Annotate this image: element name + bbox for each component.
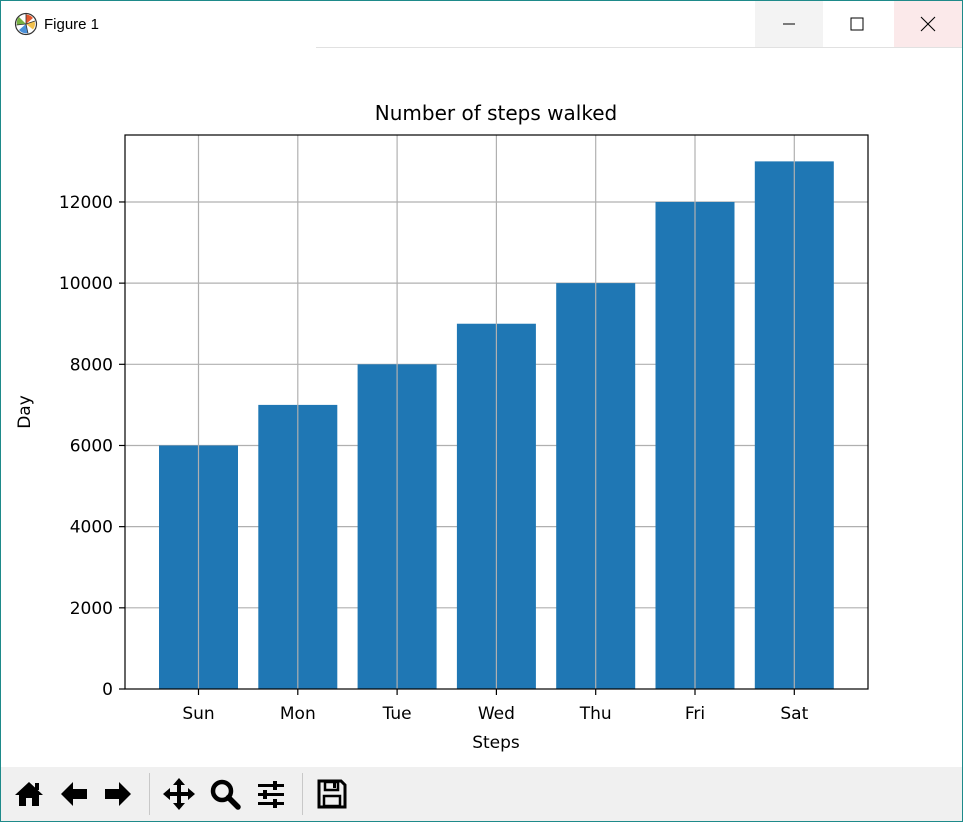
magnifier-icon: [210, 779, 241, 810]
y-tick-label: 4000: [70, 518, 113, 538]
zoom-button[interactable]: [205, 775, 245, 813]
y-axis-label: Day: [15, 395, 35, 429]
navigation-toolbar: [1, 767, 962, 821]
arrow-left-icon: [61, 782, 87, 806]
y-tick-label: 8000: [70, 355, 113, 375]
y-tick-label: 2000: [70, 599, 113, 619]
figure-canvas[interactable]: Number of steps walked 0 2000 4000 6000 8000…: [1, 49, 962, 767]
forward-button[interactable]: [98, 775, 138, 813]
arrow-right-icon: [105, 782, 131, 806]
toolbar-separator: [149, 773, 150, 815]
configure-subplots-button[interactable]: [251, 775, 291, 813]
title-bar-divider: [316, 47, 962, 48]
pan-button[interactable]: [159, 775, 199, 813]
matplotlib-icon: [14, 12, 38, 36]
y-tick-label: 10000: [59, 274, 113, 294]
save-button[interactable]: [312, 775, 352, 813]
x-tick-label: Mon: [280, 704, 316, 724]
close-button[interactable]: [894, 1, 962, 47]
maximize-button[interactable]: [823, 1, 891, 47]
x-axis-label: Steps: [472, 733, 520, 753]
move-icon: [163, 778, 195, 810]
home-button[interactable]: [9, 775, 49, 813]
floppy-disk-icon: [317, 779, 347, 809]
x-tick-label: Thu: [579, 704, 612, 724]
x-tick-label: Sat: [780, 704, 808, 724]
y-tick-label: 0: [102, 680, 113, 700]
y-tick-label: 12000: [59, 193, 113, 213]
maximize-icon: [850, 17, 864, 31]
toolbar-separator: [302, 773, 303, 815]
x-tick-label: Wed: [478, 704, 515, 724]
x-tick-label: Fri: [685, 704, 705, 724]
x-tick-label: Tue: [382, 704, 412, 724]
sliders-icon: [258, 781, 284, 808]
title-bar[interactable]: Figure 1: [1, 1, 962, 49]
close-icon: [920, 16, 936, 32]
minimize-icon: [783, 23, 795, 25]
bar-chart[interactable]: Number of steps walked 0 2000 4000 6000 8000…: [1, 49, 962, 767]
y-tick-label: 6000: [70, 436, 113, 456]
minimize-button[interactable]: [755, 1, 823, 47]
x-tick-label: Sun: [182, 704, 214, 724]
back-button[interactable]: [54, 775, 94, 813]
home-icon: [15, 782, 43, 806]
window-title: Figure 1: [44, 16, 100, 33]
chart-title: Number of steps walked: [375, 101, 617, 125]
